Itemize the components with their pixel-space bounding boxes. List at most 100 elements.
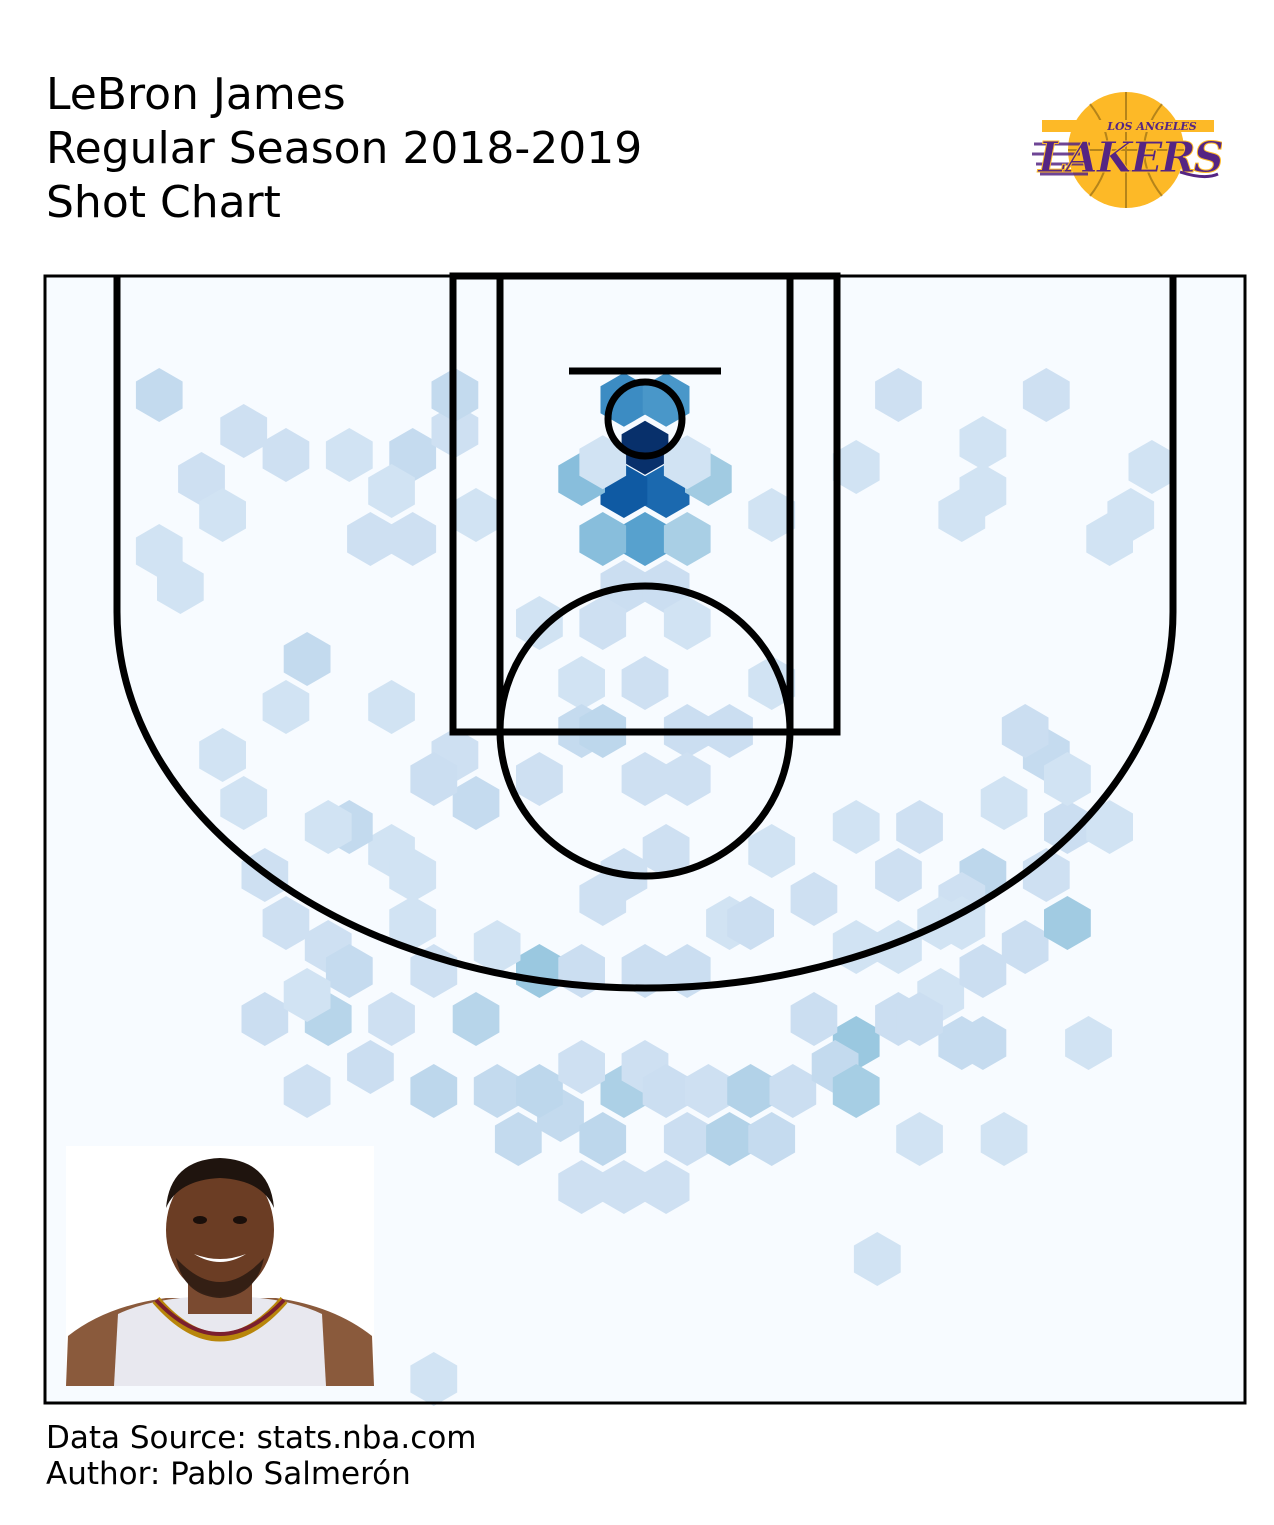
hexbin-cell — [516, 1064, 563, 1118]
hexbin-cell — [1086, 800, 1133, 854]
hexbin-cell — [199, 488, 246, 542]
hexbin-cell — [621, 656, 669, 710]
hexbin-cell — [663, 752, 711, 806]
hexbin-cell — [368, 992, 415, 1046]
hexbin-cell — [1044, 800, 1091, 854]
hexbin-cell — [579, 435, 627, 490]
hexbin-cell — [642, 824, 690, 878]
hexbin-cell — [389, 512, 437, 566]
hexbin-cell — [389, 848, 437, 902]
hexbin-cell — [283, 632, 331, 686]
hexbin-cell — [790, 992, 838, 1046]
hexbin-cell — [579, 1112, 627, 1166]
hexbin-cell — [1065, 1016, 1112, 1070]
hexbin-cell — [600, 1160, 648, 1214]
lakers-logo: LOS ANGELES LAKERS — [1032, 92, 1222, 208]
hexbin-cell — [832, 1064, 880, 1118]
player-portrait — [66, 1146, 374, 1386]
hexbin-cell — [220, 776, 268, 830]
hexbin-cell — [199, 728, 246, 782]
hexbin-cell — [706, 1112, 753, 1166]
chart-frame — [43, 274, 1247, 1405]
title-block: LeBron James Regular Season 2018-2019 Sh… — [46, 68, 642, 230]
hexbin-cell — [157, 560, 204, 614]
hexbin-cell — [368, 464, 415, 518]
hexbin-cell — [727, 1064, 774, 1118]
hexbin-cell — [558, 1160, 605, 1214]
hexbin-cell — [368, 680, 415, 734]
court-lines — [113, 272, 1177, 992]
hexbin-cell — [389, 896, 437, 950]
hexbin-cell — [347, 1040, 394, 1094]
hexbin-cell — [896, 992, 943, 1046]
hexbin-cell — [748, 824, 796, 878]
hexbin-cell — [516, 752, 563, 806]
credits: Data Source: stats.nba.com Author: Pablo… — [46, 1420, 477, 1492]
free-throw-circle — [496, 582, 794, 880]
hexbin-cell — [178, 452, 225, 506]
hexbin-cell — [452, 776, 500, 830]
hexbin-cell — [135, 524, 183, 578]
data-source: Data Source: stats.nba.com — [46, 1420, 477, 1456]
hexbin-cell — [473, 1064, 521, 1118]
hexbin-cell — [579, 596, 627, 650]
hexbin-cell — [959, 416, 1007, 470]
hexbin-cell — [959, 1016, 1007, 1070]
hexbin-cell — [1001, 920, 1049, 974]
hexbin-cell — [875, 368, 922, 422]
hexbin-cell — [452, 992, 500, 1046]
hexbin-cell — [938, 488, 986, 542]
hexbin-cell — [642, 1160, 690, 1214]
hexbin-cell — [494, 1112, 542, 1166]
hexbin-cell — [389, 428, 437, 482]
hexbin-cell — [832, 800, 880, 854]
hexbin-cell — [410, 1064, 458, 1118]
logo-text-top: LOS ANGELES — [1106, 120, 1197, 133]
hexbin-cell — [1044, 896, 1091, 950]
hexbin-cell — [220, 404, 268, 458]
hexbin-cell — [980, 1112, 1028, 1166]
hexbin-cell — [347, 512, 394, 566]
hexbin-layer — [135, 368, 1176, 1406]
author: Author: Pablo Salmerón — [46, 1456, 411, 1492]
hexbin-cell — [853, 1232, 901, 1286]
hexbin-cell — [621, 512, 669, 566]
hexbin-cell — [1128, 440, 1176, 494]
hexbin-cell — [621, 420, 669, 475]
hexbin-cell — [135, 368, 183, 422]
title-chart: Shot Chart — [46, 177, 281, 228]
hexbin-cell — [1086, 512, 1133, 566]
hexbin-cell — [325, 428, 373, 482]
title-season: Regular Season 2018-2019 — [46, 123, 643, 174]
hexbin-cell — [452, 488, 500, 542]
hexbin-cell — [896, 1112, 943, 1166]
hexbin-cell — [621, 752, 669, 806]
hexbin-cell — [241, 992, 289, 1046]
hexbin-cell — [1044, 752, 1091, 806]
hoop — [604, 378, 686, 460]
hexbin-cell — [663, 596, 711, 650]
hexbin-cell — [262, 680, 310, 734]
hexbin-cell — [410, 1352, 458, 1406]
hexbin-cell — [663, 512, 711, 566]
hexbin-cell — [875, 848, 922, 902]
face — [166, 1164, 274, 1296]
hexbin-cell — [283, 968, 331, 1022]
hexbin-cell — [642, 1064, 690, 1118]
hexbin-cell — [832, 440, 880, 494]
hexbin-cell — [304, 800, 352, 854]
hexbin-cell — [748, 1112, 796, 1166]
hexbin-cell — [325, 944, 373, 998]
hexbin-cell — [980, 776, 1028, 830]
hexbin-cell — [663, 1112, 711, 1166]
title-player: LeBron James — [46, 69, 346, 120]
hexbin-cell — [516, 596, 563, 650]
three-point-arc — [113, 611, 1177, 992]
hexbin-cell — [410, 752, 458, 806]
hexbin-cell — [1001, 704, 1049, 758]
hexbin-cell — [685, 1064, 732, 1118]
hexbin-cell — [262, 896, 310, 950]
hexbin-cell — [1022, 368, 1070, 422]
hexbin-cell — [579, 512, 627, 566]
hexbin-cell — [790, 872, 838, 926]
